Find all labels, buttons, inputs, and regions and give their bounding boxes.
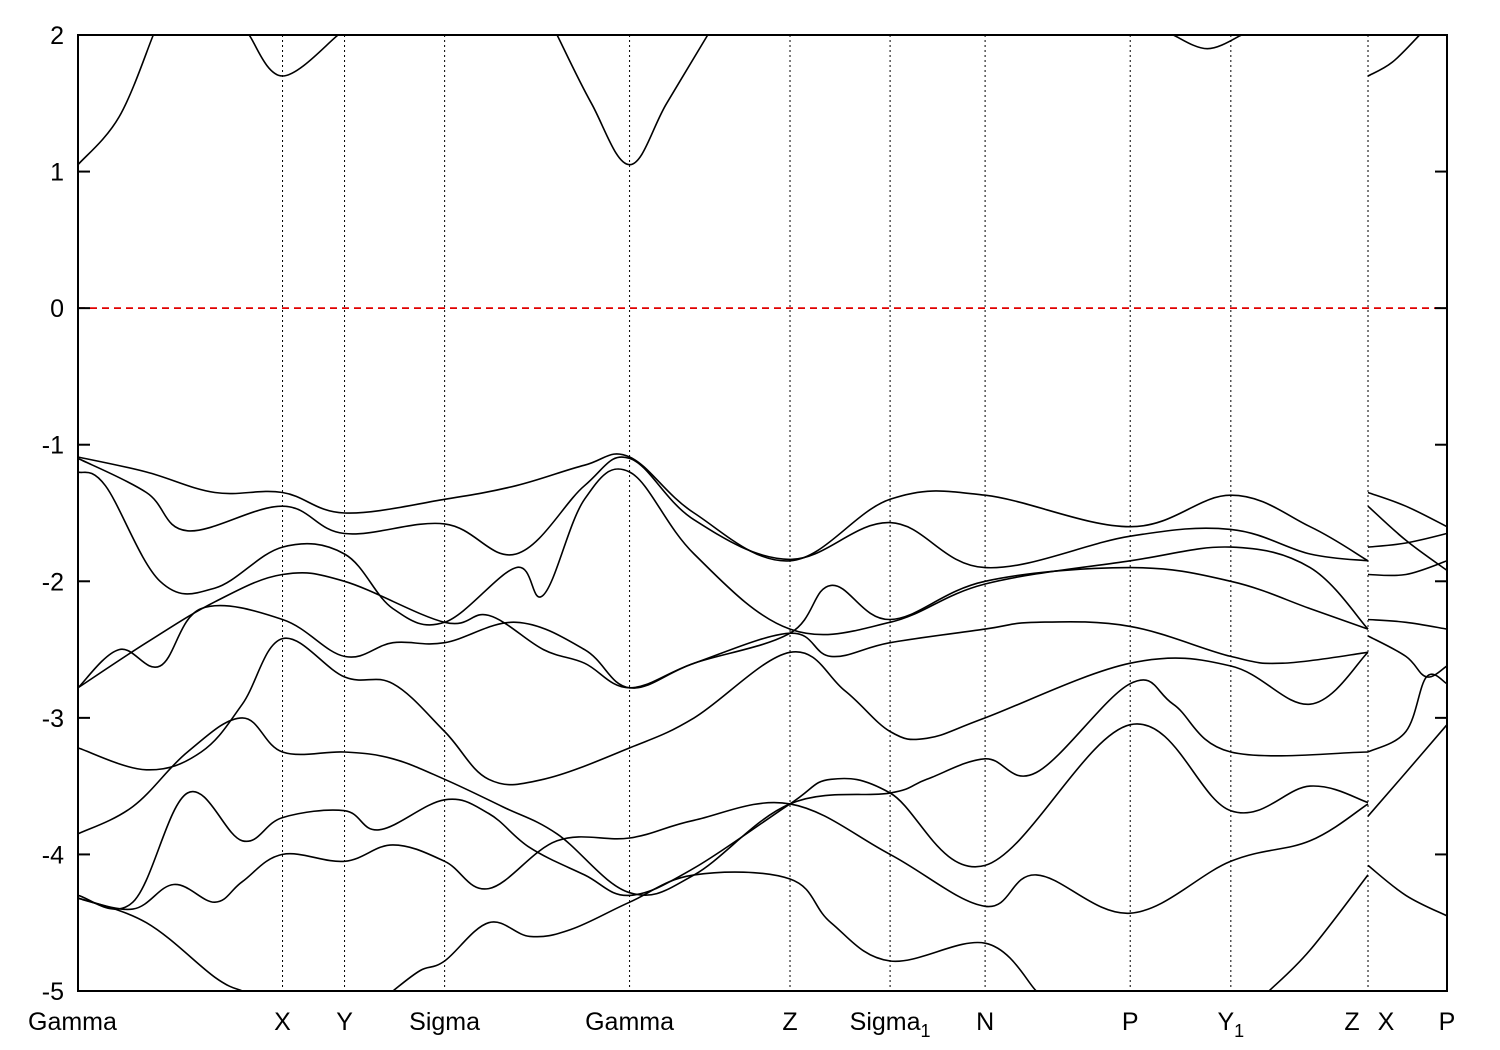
x-tick-label-x: X [274,1008,291,1036]
x-tick-label-y-1: Y1 [1217,1008,1244,1041]
band-line-10 [392,871,1037,992]
y-tick-label: -5 [42,978,64,1006]
y-tick-label: -3 [42,705,64,733]
band-line-18 [1367,505,1448,572]
band-line-19 [1367,532,1448,548]
band-line-20 [1367,560,1448,577]
band-line-24 [1367,724,1448,817]
x-tick-label-gamma: Gamma [585,1008,674,1036]
band-line-11 [1268,874,1369,992]
band-lines [77,34,1448,992]
band-line-1 [77,456,1369,569]
x-tick-label-n: N [976,1008,994,1036]
band-line-7 [77,723,1369,910]
band-line-21 [1367,618,1448,630]
band-line-16 [1367,34,1421,77]
y-tick-label: -2 [42,568,64,596]
x-tick-label-p: P [1439,1008,1456,1036]
band-line-23 [1367,673,1448,753]
y-tick-label: 2 [50,22,64,50]
y-tick-label: -1 [42,432,64,460]
x-tick-label-sigma-1: Sigma1 [850,1008,931,1041]
band-line-25 [1367,864,1448,917]
band-line-4 [77,604,1369,689]
band-line-8 [77,801,1369,915]
x-tick-label-z: Z [782,1008,797,1036]
band-line-2 [77,468,1369,636]
band-line-22 [1367,635,1448,678]
band-line-17 [1367,491,1448,528]
x-axis: Gamma X Y Sigma Gamma Z Sigma1 N P Y1 Z X P [28,1008,1455,1041]
x-tick-label-x: X [1378,1008,1395,1036]
x-tick-label-y: Y [336,1008,353,1036]
y-tick-label: -4 [42,841,64,869]
band-line-6 [77,679,1369,897]
band-line-15 [1172,34,1242,50]
band-line-12 [77,34,155,166]
y-tick-label: 1 [50,159,64,187]
high-symmetry-gridlines [282,35,1369,991]
y-axis: -5 -4 -3 -2 -1 0 1 2 [42,22,1447,1006]
band-line-14 [556,34,709,166]
band-line-0 [77,453,1369,562]
x-tick-label-gamma: Gamma [28,1008,117,1036]
x-tick-label-p: P [1122,1008,1139,1036]
plot-frame [77,34,1448,992]
x-tick-label-z: Z [1344,1008,1359,1036]
band-line-13 [248,34,339,77]
band-line-3 [77,566,1369,689]
band-line-9 [77,897,243,992]
band-line-5 [77,637,1369,786]
y-tick-label: 0 [50,295,64,323]
x-tick-label-sigma: Sigma [409,1008,480,1036]
